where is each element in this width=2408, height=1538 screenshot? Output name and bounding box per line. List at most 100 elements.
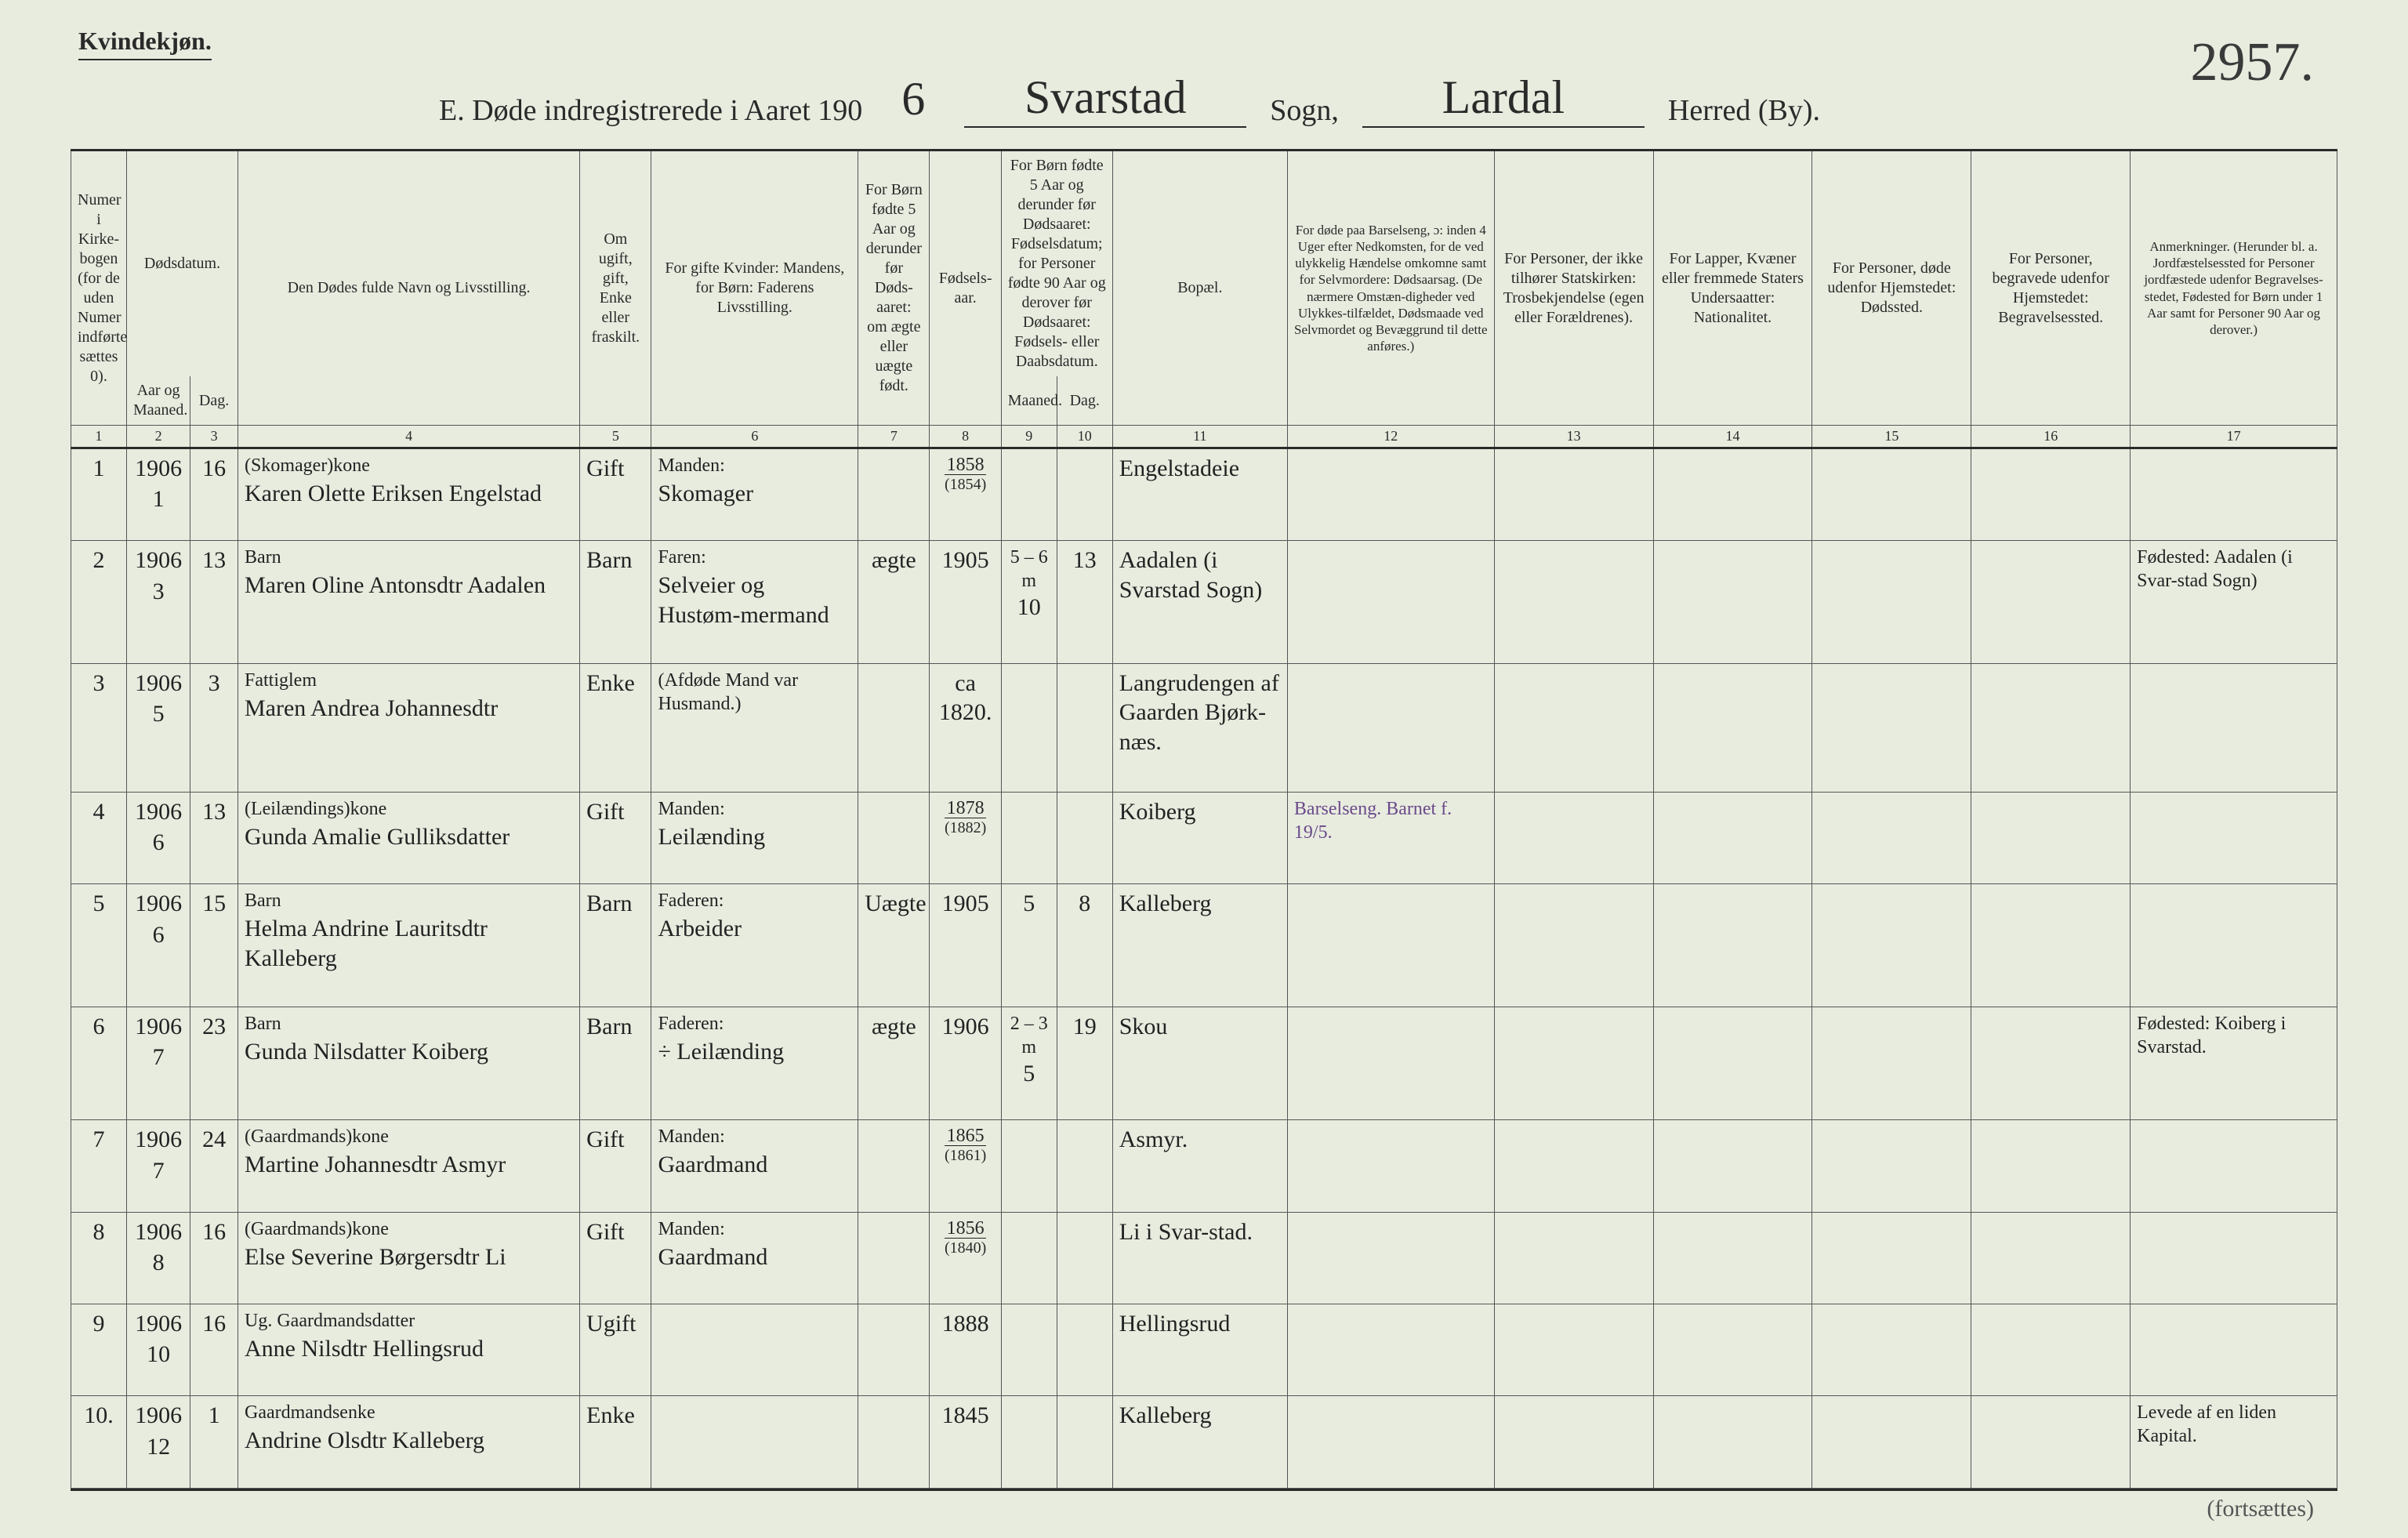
- table-cell: [1971, 541, 2131, 664]
- col-header: For Personer, der ikke tilhører Statskir…: [1494, 151, 1653, 426]
- colnum: 9: [1001, 426, 1057, 448]
- table-cell: [1653, 1120, 1812, 1212]
- table-cell: Gift: [580, 1120, 651, 1212]
- table-cell: Barn: [580, 1007, 651, 1119]
- table-cell: 19061: [127, 448, 190, 541]
- col-header: Bopæl.: [1112, 151, 1287, 426]
- table-cell: 23: [190, 1007, 238, 1119]
- table-cell: 13: [190, 541, 238, 664]
- table-cell: [2131, 1304, 2337, 1395]
- footer-note: (fortsættes): [2207, 1496, 2314, 1522]
- table-cell: Aadalen (i Svarstad Sogn): [1112, 541, 1287, 664]
- table-cell: [1287, 1304, 1494, 1395]
- table-cell: [1057, 1304, 1112, 1395]
- table-row: 71906724(Gaardmands)koneMartine Johannes…: [71, 1120, 2337, 1212]
- table-cell: (Gaardmands)koneMartine Johannesdtr Asmy…: [238, 1120, 580, 1212]
- table-cell: 5 – 6 m10: [1001, 541, 1057, 664]
- table-cell: Faderen:Arbeider: [651, 884, 858, 1007]
- colnum: 7: [858, 426, 930, 448]
- table-cell: 1858(1854): [930, 448, 1001, 541]
- table-cell: 3: [71, 663, 127, 792]
- table-cell: 6: [71, 1007, 127, 1119]
- table-cell: 13: [190, 792, 238, 883]
- table-cell: [1001, 792, 1057, 883]
- column-number-row: 1 2 3 4 5 6 7 8 9 10 11 12 13 14 15 16 1: [71, 426, 2337, 448]
- table-cell: [2131, 1212, 2337, 1304]
- colnum: 15: [1812, 426, 1971, 448]
- table-cell: [1001, 1212, 1057, 1304]
- table-cell: [1653, 663, 1812, 792]
- table-cell: 1: [190, 1396, 238, 1489]
- table-cell: [858, 1304, 930, 1395]
- table-cell: 1865(1861): [930, 1120, 1001, 1212]
- table-cell: 1: [71, 448, 127, 541]
- table-cell: [1653, 448, 1812, 541]
- title-line: E. Døde indregistrerede i Aaret 1906 Sva…: [439, 71, 2314, 128]
- table-cell: [1287, 1212, 1494, 1304]
- table-body: 11906116(Skomager)koneKaren Olette Eriks…: [71, 448, 2337, 1489]
- table-cell: Koiberg: [1112, 792, 1287, 883]
- table-cell: Barn: [580, 541, 651, 664]
- table-cell: 5: [1001, 884, 1057, 1007]
- table-cell: Manden:Skomager: [651, 448, 858, 541]
- table-cell: [1057, 448, 1112, 541]
- table-cell: [2131, 884, 2337, 1007]
- table-row: 41906613(Leilændings)koneGunda Amalie Gu…: [71, 792, 2337, 883]
- table-cell: [1812, 541, 1971, 664]
- colnum: 14: [1653, 426, 1812, 448]
- table-cell: [1057, 1120, 1112, 1212]
- table-cell: Enke: [580, 1396, 651, 1489]
- col-subheader: Dag.: [190, 376, 238, 426]
- table-cell: 10.: [71, 1396, 127, 1489]
- table-cell: BarnHelma Andrine Lauritsdtr Kalleberg: [238, 884, 580, 1007]
- table-cell: Manden:Gaardmand: [651, 1120, 858, 1212]
- col-header: Den Dødes fulde Navn og Livsstilling.: [238, 151, 580, 426]
- table-cell: [1971, 1212, 2131, 1304]
- col-header: For gifte Kvinder: Mandens, for Børn: Fa…: [651, 151, 858, 426]
- table-cell: (Afdøde Mand var Husmand.): [651, 663, 858, 792]
- table-cell: 16: [190, 448, 238, 541]
- table-cell: [858, 663, 930, 792]
- table-cell: [1971, 1120, 2131, 1212]
- table-cell: [1971, 1304, 2131, 1395]
- table-cell: [1971, 663, 2131, 792]
- table-cell: FattiglemMaren Andrea Johannesdtr: [238, 663, 580, 792]
- col-subheader: Maaned.: [1001, 376, 1057, 426]
- table-cell: (Leilændings)koneGunda Amalie Gulliksdat…: [238, 792, 580, 883]
- table-cell: ægte: [858, 541, 930, 664]
- table-cell: [1812, 448, 1971, 541]
- table-cell: [2131, 663, 2337, 792]
- table-cell: [1971, 884, 2131, 1007]
- colnum: 6: [651, 426, 858, 448]
- table-cell: Langrudengen af Gaarden Bjørk-næs.: [1112, 663, 1287, 792]
- table-cell: ca 1820.: [930, 663, 1001, 792]
- sogn-label: Sogn,: [1270, 93, 1339, 128]
- table-cell: Fødested: Aadalen (i Svar-stad Sogn): [2131, 541, 2337, 664]
- table-cell: [1812, 884, 1971, 1007]
- table-cell: [858, 1120, 930, 1212]
- table-cell: 19063: [127, 541, 190, 664]
- table-row: 10.1906121GaardmandsenkeAndrine Olsdtr K…: [71, 1396, 2337, 1489]
- table-cell: 1905: [930, 541, 1001, 664]
- table-row: 3190653FattiglemMaren Andrea Johannesdtr…: [71, 663, 2337, 792]
- table-cell: [1812, 1120, 1971, 1212]
- table-cell: 9: [71, 1304, 127, 1395]
- table-cell: 19067: [127, 1007, 190, 1119]
- table-cell: 8: [71, 1212, 127, 1304]
- table-cell: [1287, 884, 1494, 1007]
- table-cell: 5: [71, 884, 127, 1007]
- table-cell: [1653, 1007, 1812, 1119]
- table-cell: Barselseng. Barnet f. 19/5.: [1287, 792, 1494, 883]
- table-cell: [858, 1212, 930, 1304]
- col-header: For Lapper, Kvæner eller fremmede Stater…: [1653, 151, 1812, 426]
- register-page: Kvindekjøn. 2957. E. Døde indregistrered…: [0, 0, 2408, 1538]
- table-row: 61906723BarnGunda Nilsdatter KoibergBarn…: [71, 1007, 2337, 1119]
- col-header: Fødsels-aar.: [930, 151, 1001, 426]
- herred-label: Herred (By).: [1668, 93, 1820, 128]
- table-cell: [1057, 1396, 1112, 1489]
- table-cell: 1878(1882): [930, 792, 1001, 883]
- sogn-handwritten: Svarstad: [964, 71, 1246, 128]
- table-cell: Faren:Selveier og Hustøm-mermand: [651, 541, 858, 664]
- colnum: 4: [238, 426, 580, 448]
- table-cell: Uægte: [858, 884, 930, 1007]
